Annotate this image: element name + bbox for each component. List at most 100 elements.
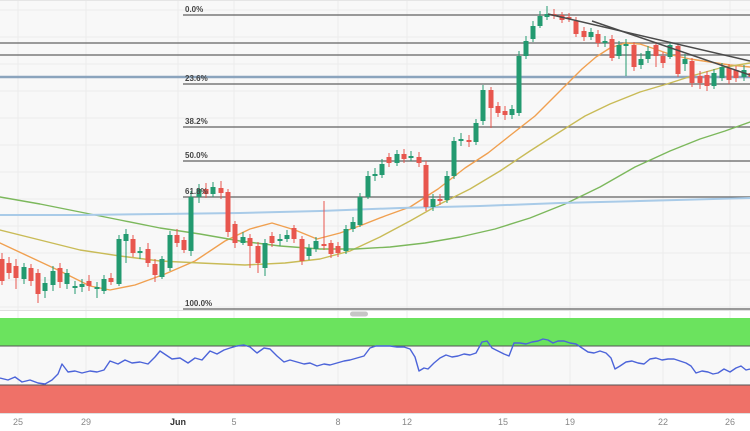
candle-down bbox=[467, 140, 472, 142]
candle-down bbox=[146, 249, 151, 263]
x-axis-label[interactable]: 12 bbox=[402, 417, 412, 427]
candle-up bbox=[278, 239, 283, 241]
fib-label: 23.6% bbox=[185, 74, 208, 83]
candle-down bbox=[574, 21, 579, 34]
candle-down bbox=[489, 90, 494, 108]
candle-down bbox=[14, 266, 19, 278]
scrollbar-thumb[interactable] bbox=[350, 312, 368, 317]
candle-down bbox=[417, 157, 422, 163]
x-axis-label[interactable]: 22 bbox=[658, 417, 668, 427]
candle-down bbox=[182, 240, 187, 250]
candle-up bbox=[510, 109, 515, 115]
candle-up bbox=[241, 237, 246, 243]
candle-up bbox=[22, 267, 27, 279]
candle-up bbox=[138, 251, 143, 253]
rsi-oversold-band bbox=[0, 385, 750, 413]
candle-up bbox=[102, 279, 107, 291]
candle-down bbox=[7, 263, 12, 273]
candle-up bbox=[95, 287, 100, 289]
rsi-overbought-band bbox=[0, 318, 750, 346]
candle-up bbox=[517, 56, 522, 113]
candle-down bbox=[402, 154, 407, 159]
candle-up bbox=[459, 139, 464, 141]
candle-up bbox=[65, 273, 70, 284]
fib-label: 0.0% bbox=[185, 5, 203, 14]
candle-down bbox=[219, 188, 224, 193]
candle-up bbox=[720, 67, 725, 78]
candle-down bbox=[336, 246, 341, 253]
candle-down bbox=[109, 278, 114, 282]
candle-up bbox=[474, 123, 479, 142]
candle-down bbox=[270, 236, 275, 243]
fib-label: 61.8% bbox=[185, 187, 208, 196]
candle-down bbox=[610, 39, 615, 58]
candle-down bbox=[654, 45, 659, 56]
candle-up bbox=[531, 26, 536, 39]
candle-up bbox=[712, 73, 717, 86]
candle-down bbox=[226, 192, 231, 232]
candle-down bbox=[698, 76, 703, 83]
x-axis-label[interactable]: Jun bbox=[170, 417, 186, 427]
fib-label: 50.0% bbox=[185, 151, 208, 160]
candle-down bbox=[233, 224, 238, 243]
candle-up bbox=[380, 164, 385, 175]
fib-label: 38.2% bbox=[185, 117, 208, 126]
candle-down bbox=[36, 273, 41, 294]
candle-down bbox=[596, 34, 601, 43]
x-axis-label[interactable]: 26 bbox=[725, 417, 735, 427]
candle-up bbox=[168, 235, 173, 268]
candle-up bbox=[452, 141, 457, 176]
x-axis-label[interactable]: 25 bbox=[13, 417, 23, 427]
candle-up bbox=[481, 90, 486, 121]
candle-up bbox=[73, 286, 78, 288]
candle-down bbox=[496, 106, 501, 113]
time-axis-strip[interactable] bbox=[0, 414, 750, 431]
candle-down bbox=[131, 239, 136, 253]
candle-down bbox=[175, 235, 180, 243]
candle-down bbox=[87, 281, 92, 286]
candle-up bbox=[285, 235, 290, 239]
candle-up bbox=[51, 271, 56, 285]
candle-down bbox=[292, 228, 297, 239]
x-axis-label[interactable]: 5 bbox=[231, 417, 236, 427]
candle-down bbox=[58, 268, 63, 282]
candle-down bbox=[322, 244, 327, 246]
candle-down bbox=[690, 61, 695, 83]
x-axis-label[interactable]: 15 bbox=[498, 417, 508, 427]
candle-up bbox=[117, 239, 122, 284]
candle-up bbox=[43, 283, 48, 291]
candle-up bbox=[373, 174, 378, 176]
candle-down bbox=[661, 56, 666, 63]
candle-down bbox=[438, 199, 443, 201]
candle-down bbox=[29, 268, 34, 281]
candle-down bbox=[727, 68, 732, 80]
candle-down bbox=[424, 165, 429, 207]
pane-divider-strip bbox=[0, 311, 750, 319]
candle-up bbox=[395, 154, 400, 163]
x-axis-label[interactable]: 8 bbox=[335, 417, 340, 427]
x-axis-label[interactable]: 29 bbox=[81, 417, 91, 427]
x-axis-label[interactable]: 19 bbox=[565, 417, 575, 427]
candle-up bbox=[431, 199, 436, 207]
candle-up bbox=[344, 229, 349, 251]
candle-up bbox=[358, 197, 363, 225]
candle-down bbox=[0, 259, 5, 281]
candle-up bbox=[445, 176, 450, 200]
candle-up bbox=[624, 44, 629, 46]
candle-up bbox=[189, 197, 194, 251]
candle-up bbox=[160, 259, 165, 277]
candle-up bbox=[639, 59, 644, 65]
candle-up bbox=[409, 156, 414, 158]
candle-up bbox=[351, 222, 356, 229]
candle-up bbox=[603, 41, 608, 43]
candle-up bbox=[124, 234, 129, 241]
fib-label: 100.0% bbox=[185, 299, 212, 308]
candle-up bbox=[617, 45, 622, 56]
candle-down bbox=[153, 264, 158, 275]
candle-up bbox=[538, 16, 543, 26]
candle-down bbox=[582, 31, 587, 37]
candle-down bbox=[705, 75, 710, 86]
